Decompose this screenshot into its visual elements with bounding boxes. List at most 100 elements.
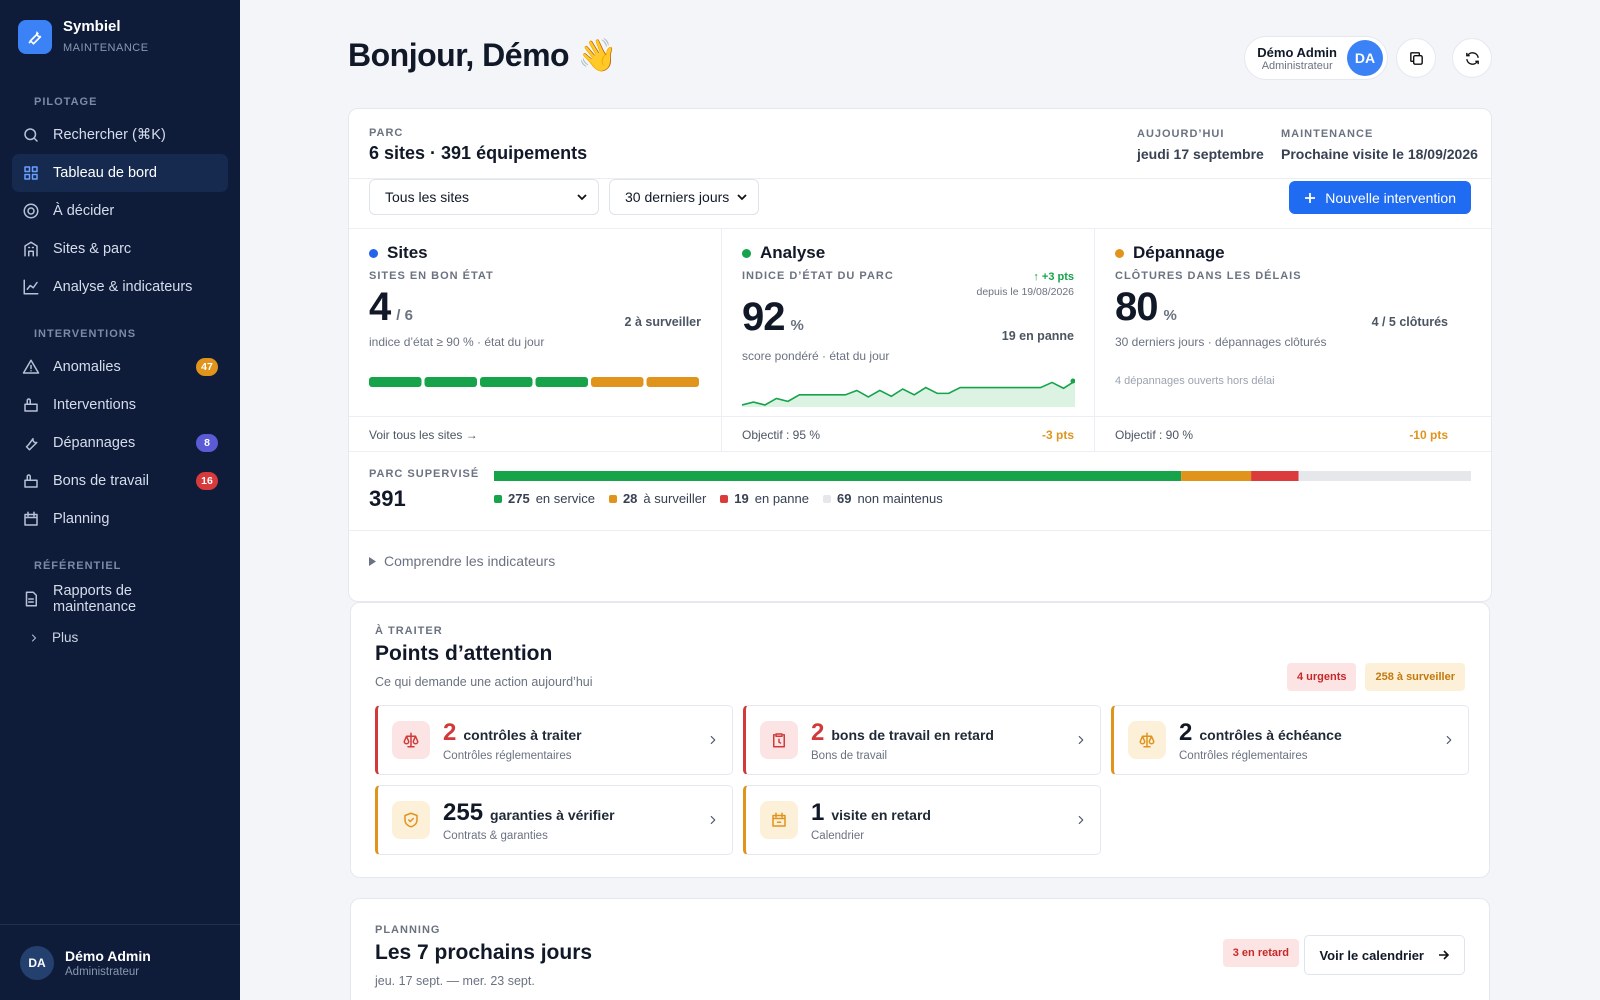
nav-item[interactable]: Planning — [12, 500, 228, 538]
nav-item[interactable]: Bons de travail 16 — [12, 462, 228, 500]
attention-item[interactable]: 2 contrôles à traiter Contrôles réglementa… — [375, 705, 733, 775]
period-filter[interactable]: 30 derniers jours — [609, 179, 759, 215]
attention-eyebrow: À TRAITER — [375, 625, 443, 637]
site-segment — [646, 377, 699, 387]
calendar-button-text: Voir le calendrier — [1319, 947, 1424, 963]
icon-part — [1305, 192, 1316, 203]
site-segment — [369, 377, 422, 387]
nav-item[interactable]: Anomalies 47 — [12, 348, 228, 386]
icon-path — [25, 591, 37, 607]
nav-item[interactable]: Sites & parc — [12, 230, 228, 268]
attention-card: À TRAITER Points d’attention Ce qui dema… — [350, 602, 1490, 878]
site-segments — [369, 377, 699, 387]
kpi-footer-delta: -3 pts — [1041, 427, 1074, 442]
nav-item[interactable]: À décider — [12, 192, 228, 230]
icon — [773, 733, 785, 748]
nav-section-title: PILOTAGE — [34, 96, 98, 108]
attention-badge: 258 à surveiller — [1365, 663, 1465, 691]
nav-label: Bons de travail — [53, 473, 149, 489]
attention-line: 2 contrôles à traiter — [443, 719, 582, 747]
nav-label: Rapports de maintenance — [53, 583, 137, 615]
attention-count: 2 — [811, 718, 825, 746]
nav-item[interactable]: Rapports de maintenance — [12, 580, 228, 618]
supervised: PARC SUPERVISÉ 391 275 en service 28 à surv… — [349, 452, 1491, 531]
attention-icon — [760, 801, 798, 839]
legend-swatch — [494, 494, 502, 503]
attention-item[interactable]: 2 contrôles à échéance Contrôles réglement… — [1111, 705, 1469, 775]
chip-name: Démo Admin — [1257, 44, 1337, 60]
icon-path — [404, 812, 418, 828]
supervised-total: 391 — [369, 486, 406, 511]
icon-path — [22, 359, 40, 374]
icon-path — [403, 732, 419, 748]
attention-item[interactable]: 255 garanties à vérifier Contrats & garant… — [375, 785, 733, 855]
explain-text: Comprendre les indicateurs — [384, 553, 556, 569]
attention-item[interactable]: 1 visite en retard Calendrier — [743, 785, 1101, 855]
legend-label: en service — [535, 491, 595, 506]
icon-part — [369, 556, 376, 566]
kpi-footer[interactable]: Voir tous les sites → — [349, 417, 722, 452]
new-intervention-button[interactable]: Nouvelle intervention — [1289, 181, 1471, 214]
refresh-button[interactable] — [1452, 38, 1492, 78]
nav-item[interactable]: Tableau de bord — [12, 154, 228, 192]
nav-item[interactable]: Rechercher (⌘K) — [12, 116, 228, 154]
nav-label: À décider — [53, 203, 115, 219]
site-segment — [535, 377, 588, 387]
legend-value: 19 — [734, 491, 749, 506]
supervised-segment — [1181, 471, 1252, 481]
icon-path — [32, 634, 36, 641]
supervised-segment — [1251, 471, 1299, 481]
kpi-number: 80 — [1115, 285, 1158, 329]
icon — [24, 166, 38, 180]
nav-label: Rechercher (⌘K) — [53, 127, 166, 143]
icon-part — [1465, 51, 1479, 65]
nav-item[interactable]: Dépannages 8 — [12, 424, 228, 462]
nav-badge: 16 — [196, 472, 218, 490]
chip-text: Démo Admin Administrateur — [1257, 45, 1337, 72]
attention-badges: 4 urgents 258 à surveiller — [1286, 663, 1465, 691]
kpi-unit: % — [790, 317, 804, 334]
sidebar: Symbiel MAINTENANCE PILOTAGE Rechercher (… — [0, 0, 240, 1000]
attention-subtitle: Ce qui demande une action aujourd’hui — [375, 675, 593, 689]
icon-path — [24, 128, 38, 142]
kpi-label: INDICE D’ÉTAT DU PARC — [742, 270, 894, 282]
nav-item[interactable]: Interventions — [12, 386, 228, 424]
icon-part — [1409, 51, 1423, 65]
nav-label: Interventions — [53, 397, 137, 413]
legend-item: 69 non maintenus — [822, 491, 943, 506]
legend-value: 28 — [622, 491, 638, 506]
icon-part — [369, 556, 376, 566]
today-label: AUJOURD’HUI — [1137, 128, 1225, 140]
icon-path — [24, 241, 38, 257]
user-info: Démo Admin Administrateur — [65, 948, 151, 978]
kpi-note: indice d’état ≥ 90 % · état du jour — [369, 335, 545, 349]
legend-item: 19 en panne — [720, 491, 809, 506]
attention-count: 1 — [811, 798, 825, 826]
attention-item[interactable]: 2 bons de travail en retard Bons de travai… — [743, 705, 1101, 775]
attention-text: 255 garanties à vérifier Contrats & garant… — [443, 799, 615, 842]
kpi-dot — [369, 248, 378, 258]
supervised-segment — [1298, 471, 1471, 481]
attention-icon — [392, 801, 430, 839]
icon — [23, 279, 39, 295]
user-box[interactable]: DA Démo Admin Administrateur — [0, 924, 240, 1000]
attention-sub: Contrats & garanties — [443, 829, 548, 842]
attention-icon — [1128, 721, 1166, 759]
icon-path — [24, 474, 38, 488]
supervised-bar — [494, 471, 1471, 481]
copy-button[interactable] — [1396, 38, 1436, 78]
legend-swatch — [822, 494, 831, 503]
user-chip[interactable]: Démo Admin Administrateur DA — [1244, 36, 1388, 80]
planning-card: PLANNING Les 7 prochains jours jeu. 17 s… — [350, 898, 1490, 1000]
site-segment — [480, 377, 533, 387]
icon — [24, 128, 38, 142]
nav-more[interactable]: Plus — [28, 630, 228, 645]
filters: Tous les sites 30 derniers jours Nouvell… — [349, 179, 1491, 229]
nav-item[interactable]: Analyse & indicateurs — [12, 268, 228, 306]
calendar-button[interactable]: Voir le calendrier — [1304, 935, 1465, 975]
site-filter[interactable]: Tous les sites — [369, 179, 599, 215]
attention-sub: Contrôles réglementaires — [443, 749, 572, 762]
kpi-footer: Objectif : 95 % -3 pts — [722, 417, 1095, 452]
explain-toggle[interactable]: Comprendre les indicateurs — [369, 553, 555, 569]
attention-label: bons de travail en retard — [831, 726, 994, 743]
